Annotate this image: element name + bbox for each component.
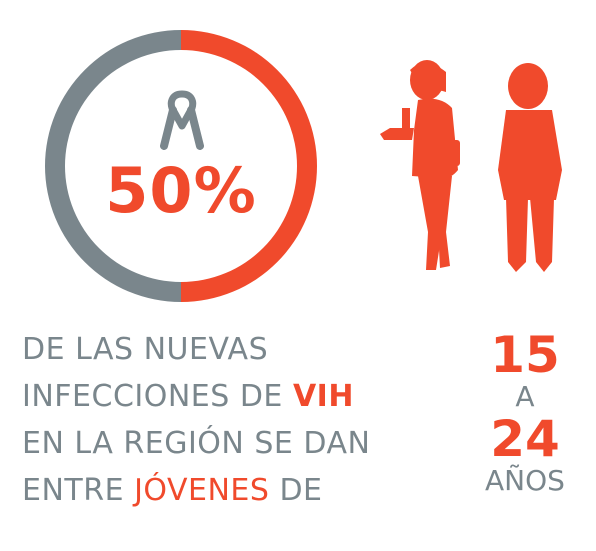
age-separator: A [515,380,535,413]
vih-highlight: VIH [292,379,354,414]
description-line-4-text: ENTRE [22,473,135,508]
description-line-4-end: DE [269,473,323,508]
donut-grey-half [45,30,181,302]
age-to: 24 [490,410,560,468]
girl-silhouette [380,60,460,270]
boy-silhouette [498,63,562,272]
age-unit: AÑOS [485,464,565,497]
description-text: DE LAS NUEVAS INFECCIONES DE VIH EN LA R… [22,326,402,514]
description-line-2-text: INFECCIONES DE [22,379,293,414]
percentage-value: 50% [105,154,257,227]
description-line-1: DE LAS NUEVAS [22,332,269,367]
percentage-donut [45,30,317,302]
youth-silhouettes [380,60,562,272]
age-from: 15 [490,326,560,384]
jovenes-highlight: JÓVENES [134,473,270,508]
donut-accent-half [181,30,317,302]
awareness-ribbon-icon [160,90,204,150]
age-range: 15 A 24 AÑOS [470,330,580,498]
description-line-2: INFECCIONES DE VIH [22,373,402,420]
description-line-3: EN LA REGIÓN SE DAN [22,426,371,461]
description-line-4: ENTRE JÓVENES DE [22,467,402,514]
